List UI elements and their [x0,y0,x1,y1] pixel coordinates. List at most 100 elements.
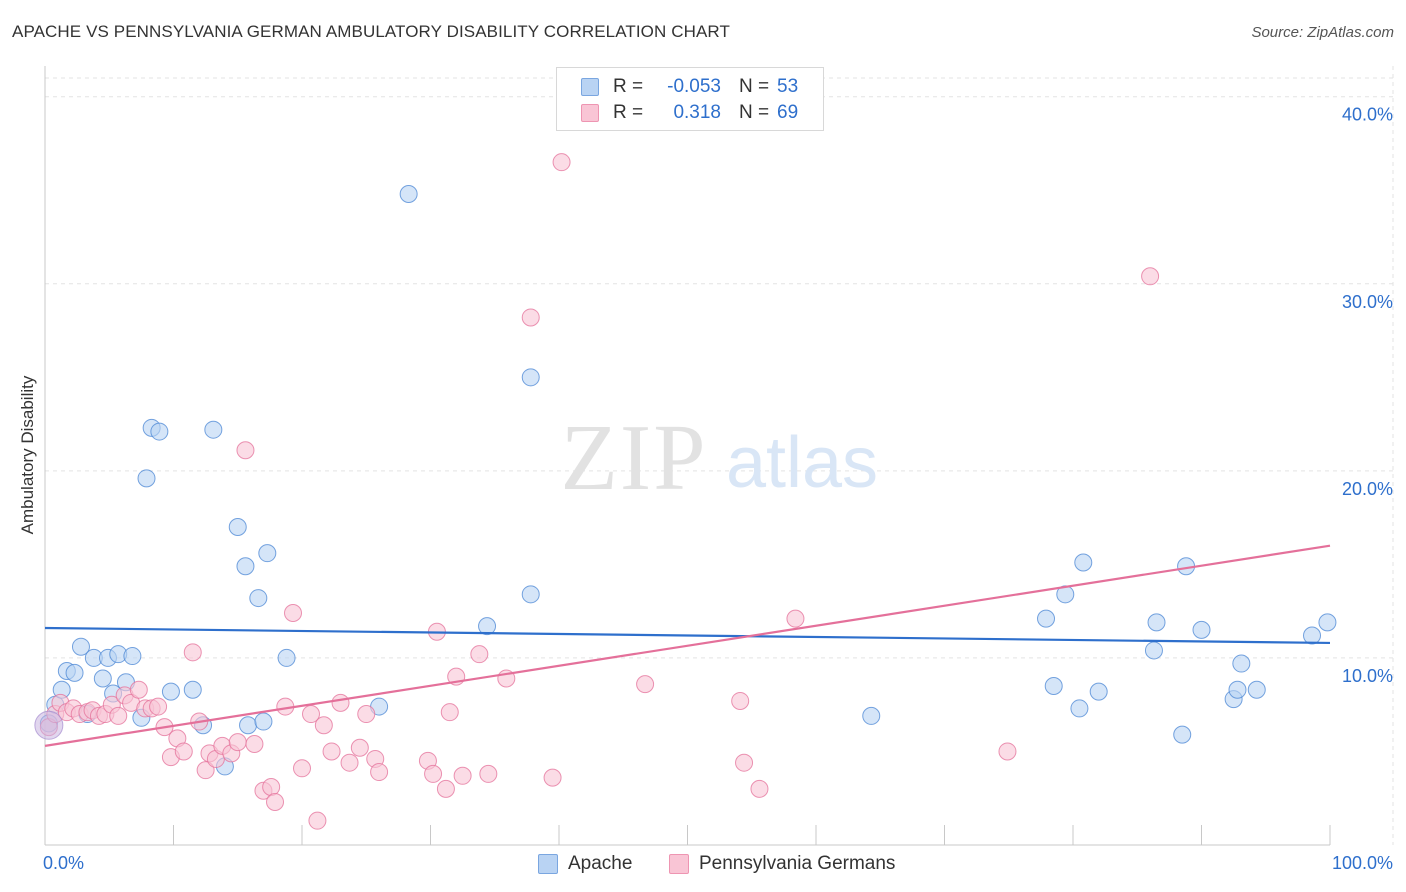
data-point [71,637,90,656]
data-point [262,778,281,797]
data-point [196,761,215,780]
y-axis-label: Ambulatory Disability [18,375,37,535]
data-point [204,420,223,439]
data-point [1044,676,1063,695]
bottom-legend-swatch-penn [669,854,689,874]
data-point [1141,267,1160,286]
legend-n-value: 53 [777,76,799,97]
data-point [308,811,327,830]
data-point [998,742,1017,761]
data-point [735,753,754,772]
data-point [322,742,341,761]
y-tick-label: 20.0% [1342,479,1393,499]
x-tick-label: 100.0% [1332,853,1393,873]
data-point [236,557,255,576]
chart-source: Source: ZipAtlas.com [1251,24,1394,41]
data-point [479,764,498,783]
data-point [424,764,443,783]
watermark-atlas: atlas [726,423,878,503]
trend-line-penn [44,544,1331,747]
trend-line-apache [44,626,1331,645]
data-point [301,705,320,724]
data-point [331,693,350,712]
data-point [731,691,750,710]
data-point [552,153,571,172]
y-tick-label: 30.0% [1342,292,1393,312]
legend-row-apache: R = -0.053 N = 53 [581,74,798,100]
data-point [750,779,769,798]
data-point [453,766,472,785]
data-point [65,663,84,682]
data-point [254,712,273,731]
data-point [239,716,258,735]
data-point [1232,654,1251,673]
data-point [1074,553,1093,572]
legend-r-label: R = [613,76,644,97]
data-point [174,742,193,761]
watermark-zip: ZIP [561,406,708,510]
bottom-legend-swatch-apache [538,854,558,874]
tick-labels: 10.0% 20.0% 30.0% 40.0% 0.0% 100.0% [43,105,1393,873]
data-point [161,682,180,701]
x-tick-label: 0.0% [43,853,84,873]
data-point [1247,680,1266,699]
data-point [109,706,128,725]
axes [44,66,1331,846]
data-point [1147,613,1166,632]
legend-n-label: N = [739,102,770,123]
data-point [521,368,540,387]
series-penn [39,153,1160,830]
data-point [521,585,540,604]
legend-row-penn: R = 0.318 N = 69 [581,100,798,126]
data-point [1144,641,1163,660]
data-point [470,645,489,664]
data-point [284,604,303,623]
data-point [183,643,202,662]
data-point [1192,620,1211,639]
watermark: ZIP atlas [561,406,879,510]
data-point [129,680,148,699]
data-point [399,184,418,203]
data-point [350,738,369,757]
data-point [149,697,168,716]
data-point [543,768,562,787]
data-point [1089,682,1108,701]
stats-legend: R = -0.053 N = 53 R = 0.318 N = 69 [556,67,824,131]
bottom-legend-label-penn: Pennsylvania Germans [699,853,896,874]
data-point [249,589,268,608]
data-point [183,680,202,699]
data-point [1070,699,1089,718]
legend-r-label: R = [613,102,644,123]
legend-n-value: 69 [777,102,799,123]
bottom-legend-label-apache: Apache [568,853,633,874]
data-point [314,716,333,735]
data-point [137,469,156,488]
data-point-cluster [34,710,64,740]
data-point [1303,626,1322,645]
data-point [862,706,881,725]
data-point [1173,725,1192,744]
data-point [1318,613,1337,632]
data-point [150,422,169,441]
legend-swatch-penn [581,104,599,122]
legend-r-value: 0.318 [673,102,721,123]
data-point [258,544,277,563]
data-point [228,517,247,536]
data-points [34,153,1337,830]
legend-swatch-apache [581,78,599,96]
data-point [440,703,459,722]
data-point [266,792,285,811]
bottom-legend-apache: Apache [538,852,632,876]
data-point [786,609,805,628]
chart-title: APACHE VS PENNSYLVANIA GERMAN AMBULATORY… [12,22,730,41]
data-point [123,647,142,666]
y-tick-label: 10.0% [1342,666,1393,686]
legend-r-value: -0.053 [667,76,721,97]
data-point [521,308,540,327]
data-point [636,675,655,694]
legend-n-label: N = [739,76,770,97]
data-point [245,734,264,753]
data-point [1037,609,1056,628]
data-point [340,753,359,772]
